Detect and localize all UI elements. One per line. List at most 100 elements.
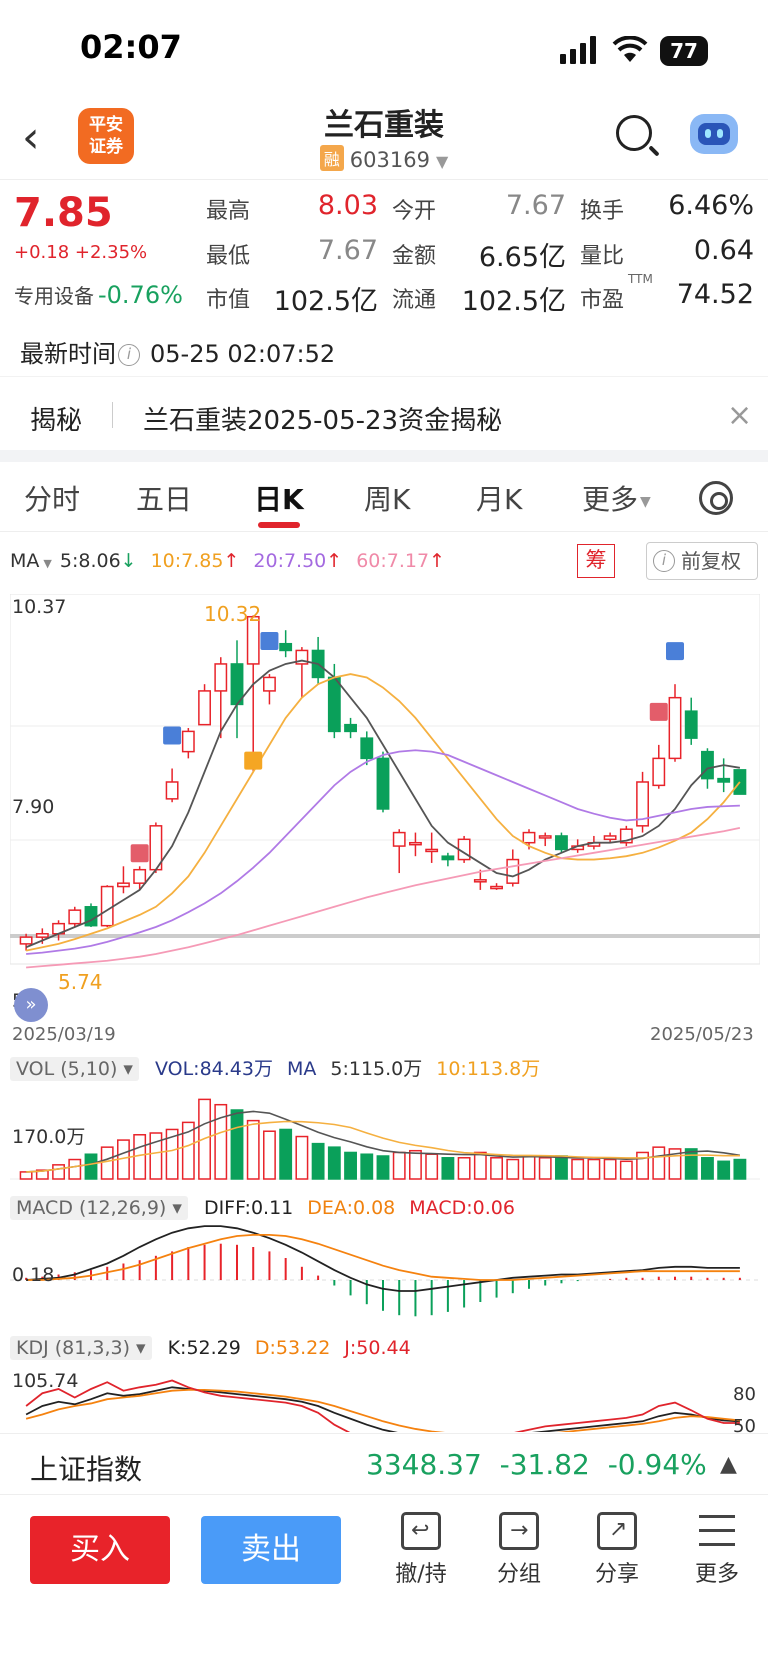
stock-code-row[interactable]: 融 603169 ▼ (0, 145, 768, 172)
volume-bar (165, 1128, 179, 1180)
cancel-order-icon: ↩ (401, 1512, 441, 1550)
candle-body (100, 885, 114, 927)
divider (112, 402, 113, 428)
ma5-line (25, 659, 741, 949)
quote-label: 换手 (580, 199, 625, 224)
tab-intraday[interactable]: 分时 (24, 483, 81, 516)
kdj-indicator-label: KDJ (81,3,3) (16, 1337, 130, 1359)
candle-body (409, 841, 422, 846)
index-name: 上证指数 (30, 1453, 143, 1486)
battery-icon: 77 (660, 36, 708, 66)
kdj-d: D:53.22 (254, 1337, 331, 1359)
expand-icon[interactable]: » (14, 988, 48, 1022)
reveal-banner[interactable] (0, 376, 768, 450)
buy-button[interactable]: 买入 (30, 1516, 170, 1584)
candle-body (198, 690, 211, 726)
ma60-value: 60:7.17 (356, 550, 430, 572)
sector-info[interactable]: 专用设备 -0.76% (14, 280, 183, 309)
candle-body (35, 933, 49, 938)
stock-name[interactable]: 兰石重装 (324, 108, 444, 143)
y-axis-max: 10.37 (12, 596, 67, 618)
candle-body (360, 737, 374, 760)
latest-time-value: 05-25 02:07:52 (150, 340, 336, 368)
adjust-mode-button[interactable]: i 前复权 (646, 542, 758, 580)
high-marker: 10.32 (204, 602, 262, 626)
chip-distribution-button[interactable]: 筹 (577, 544, 615, 578)
volume-bar (35, 1169, 49, 1180)
back-icon[interactable]: ‹ (22, 112, 40, 163)
sell-signal-marker (260, 632, 279, 651)
chevron-down-icon: ▼ (435, 152, 449, 171)
active-tab-indicator (258, 522, 300, 528)
chevron-up-icon[interactable]: ▲ (720, 1452, 737, 1477)
assistant-robot-icon[interactable] (690, 114, 738, 154)
ma-legend[interactable]: MA ▼ 5:8.06↓ 10:7.85↑ 20:7.50↑ 60:7.17↑ (10, 550, 445, 572)
gear-icon[interactable] (699, 481, 733, 515)
volume-bar (181, 1121, 195, 1180)
kdj-axis-80: 80 (733, 1384, 756, 1405)
vol-ma-label: MA (286, 1058, 317, 1080)
volume-bar (246, 1119, 260, 1180)
candles (19, 615, 747, 951)
vol-axis-label: 170.0万 (12, 1126, 86, 1148)
vol-indicator-button[interactable]: VOL (5,10) ▾ (10, 1057, 139, 1081)
info-icon[interactable]: i (118, 344, 140, 366)
quote-label: 量比 (580, 244, 625, 269)
signal-icon (560, 36, 596, 64)
low-marker: 5.74 (58, 970, 103, 994)
tab-more[interactable]: 更多 ▼ (582, 478, 651, 518)
index-values: 3348.37 -31.82 -0.94% (366, 1448, 707, 1481)
latest-time-row: 最新时间 i 05-25 02:07:52 (20, 334, 335, 369)
cancel-hold-button[interactable]: ↩ 撤/持 (386, 1512, 456, 1588)
candle-body (68, 909, 82, 925)
chevron-down-icon: ▾ (172, 1197, 182, 1219)
candle-body (490, 885, 503, 890)
reveal-tag: 揭秘 (30, 406, 83, 436)
market-index-bar[interactable] (0, 1433, 768, 1495)
close-icon[interactable]: × (727, 398, 753, 433)
candle-body (295, 649, 309, 665)
quote-value: 8.03 (317, 190, 378, 221)
candle-body (279, 642, 293, 652)
volume-bar (360, 1153, 374, 1180)
tab-daily-k[interactable]: 日K (254, 483, 304, 516)
volume-bar (376, 1155, 390, 1180)
share-button[interactable]: ↗ 分享 (582, 1512, 652, 1588)
section-gap (0, 450, 768, 462)
candle-body (538, 835, 552, 839)
ma-lines (25, 659, 741, 969)
tab-five-day[interactable]: 五日 (136, 483, 193, 516)
tab-monthly-k[interactable]: 月K (476, 483, 523, 516)
sell-button[interactable]: 卖出 (201, 1516, 341, 1584)
kdj-chart[interactable] (10, 1362, 760, 1432)
action-label: 分享 (594, 1562, 639, 1587)
period-tabs (0, 462, 768, 532)
search-icon[interactable] (616, 115, 652, 151)
volume-bar (295, 1135, 309, 1180)
tab-more-label: 更多 (582, 483, 639, 516)
candlestick-chart[interactable] (10, 594, 760, 1034)
group-button[interactable]: → 分组 (484, 1512, 554, 1588)
t-signal-marker (244, 751, 263, 770)
end-date: 2025/05/23 (650, 1024, 754, 1045)
chevron-down-icon: ▼ (640, 494, 651, 510)
chevron-down-icon: ▾ (123, 1058, 133, 1080)
candle-body (506, 858, 520, 884)
macd-chart[interactable] (10, 1222, 760, 1322)
candle-body (717, 777, 731, 783)
volume-bar (619, 1160, 633, 1180)
quote-label: 最低 (206, 244, 251, 269)
kdj-indicator-button[interactable]: KDJ (81,3,3) ▾ (10, 1336, 152, 1360)
volume-bar (279, 1128, 293, 1180)
volume-bar (522, 1155, 536, 1180)
more-button[interactable]: 更多 (682, 1512, 752, 1588)
ma5-value: 5:8.06 (59, 550, 121, 572)
reveal-text[interactable]: 兰石重装2025-05-23资金揭秘 (143, 406, 503, 436)
menu-icon (697, 1512, 737, 1550)
index-percent: -0.94% (607, 1448, 707, 1481)
ttm-label: TTM (628, 272, 653, 286)
tab-weekly-k[interactable]: 周K (364, 483, 411, 516)
arrow-down-icon: ↓ (120, 550, 137, 572)
volume-chart[interactable] (10, 1082, 760, 1180)
macd-indicator-button[interactable]: MACD (12,26,9) ▾ (10, 1196, 188, 1220)
